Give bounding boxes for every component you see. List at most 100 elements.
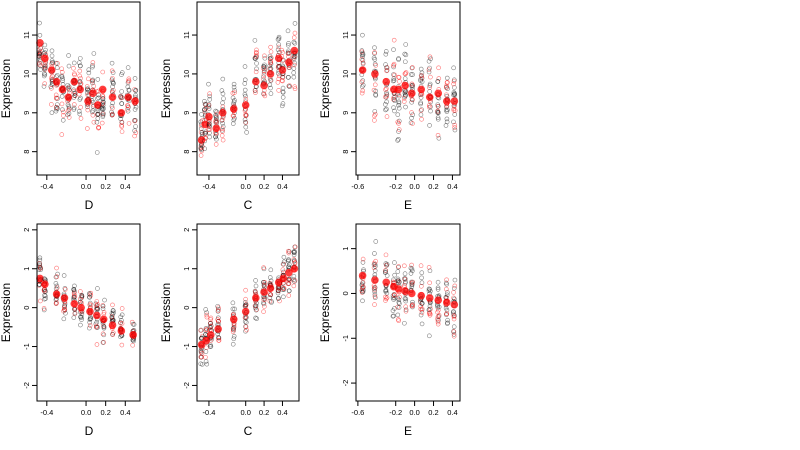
- observed-point: [243, 119, 248, 125]
- observed-point: [55, 106, 60, 111]
- observed-point: [280, 89, 286, 95]
- fitted-point: [409, 280, 415, 286]
- fitted-mean-point: [70, 77, 79, 86]
- scatter-panel-2: -0.4 0.0 0.2 0.4 8 9 10 11 C Expression: [159, 1, 300, 212]
- fitted-point: [401, 99, 407, 104]
- observed-point: [90, 99, 96, 105]
- observed-point: [292, 279, 297, 284]
- observed-point: [230, 300, 236, 306]
- fitted-point: [452, 125, 457, 130]
- observed-point: [202, 99, 207, 104]
- observed-point: [90, 64, 95, 70]
- observed-point: [90, 63, 95, 68]
- observed-point: [384, 273, 390, 278]
- observed-point: [230, 95, 236, 101]
- fitted-mean-point: [98, 85, 107, 94]
- observed-point: [384, 261, 390, 267]
- observed-point: [230, 121, 236, 126]
- observed-point: [410, 84, 415, 90]
- observed-point: [100, 114, 106, 119]
- fitted-point: [396, 318, 402, 324]
- fitted-mean-point: [394, 85, 403, 94]
- fitted-mean-point: [407, 89, 416, 98]
- observed-point: [262, 55, 268, 61]
- observed-point: [242, 64, 248, 69]
- y-tick-label: 10: [22, 70, 31, 78]
- observed-point: [220, 91, 226, 97]
- fitted-point: [402, 71, 408, 77]
- x-tick-label: -0.2: [389, 182, 402, 191]
- y-tick-label: -1: [22, 343, 31, 350]
- fitted-point: [292, 278, 298, 283]
- fitted-point: [435, 319, 441, 325]
- fitted-mean-point: [266, 70, 275, 78]
- observed-point: [409, 268, 415, 274]
- fitted-point: [286, 250, 292, 256]
- data-points: [36, 20, 139, 155]
- fitted-point: [38, 298, 43, 304]
- observed-point: [214, 132, 219, 137]
- observed-point: [452, 85, 457, 90]
- fitted-mean-point: [70, 299, 79, 308]
- observed-point: [286, 75, 291, 80]
- observed-point: [220, 100, 225, 106]
- x-tick-label: 0.2: [259, 182, 269, 191]
- fitted-mean-point: [60, 294, 69, 302]
- fitted-point: [397, 79, 402, 84]
- observed-point: [206, 104, 211, 110]
- fitted-point: [220, 137, 226, 143]
- fitted-point: [132, 118, 138, 124]
- fitted-point: [383, 262, 389, 268]
- fitted-point: [118, 95, 124, 101]
- observed-point: [428, 56, 433, 62]
- observed-point: [100, 340, 106, 345]
- fitted-point: [359, 90, 365, 96]
- plot-frame: [36, 223, 141, 402]
- observed-point: [43, 293, 48, 299]
- observed-point: [53, 281, 59, 286]
- fitted-mean-point: [450, 300, 459, 309]
- observed-point: [132, 76, 138, 81]
- observed-point: [54, 106, 59, 112]
- y-tick-label: 9: [22, 111, 31, 115]
- observed-point: [101, 111, 106, 116]
- observed-point: [207, 321, 213, 326]
- observed-point: [261, 91, 266, 96]
- observed-point: [214, 114, 219, 119]
- fitted-point: [292, 244, 298, 250]
- fitted-point: [87, 302, 93, 308]
- observed-point: [37, 20, 42, 26]
- observed-point: [94, 119, 100, 125]
- observed-point: [281, 294, 286, 300]
- fitted-point: [403, 304, 408, 310]
- observed-point: [391, 105, 396, 110]
- observed-point: [71, 60, 77, 66]
- observed-point: [253, 283, 259, 289]
- observed-point: [100, 99, 106, 104]
- fitted-mean-point: [252, 77, 260, 86]
- observed-point: [213, 134, 218, 139]
- fitted-point: [78, 296, 83, 302]
- fitted-point: [451, 329, 457, 335]
- observed-point: [392, 272, 397, 278]
- observed-point: [109, 311, 115, 316]
- fitted-point: [84, 84, 90, 89]
- observed-point: [395, 138, 400, 143]
- observed-point: [276, 288, 281, 293]
- observed-point: [285, 28, 291, 34]
- observed-point: [60, 107, 65, 112]
- y-tick-label: 8: [341, 150, 350, 154]
- fitted-point: [132, 133, 137, 139]
- fitted-point: [443, 286, 449, 292]
- fitted-point: [292, 84, 297, 90]
- fitted-point: [291, 35, 297, 40]
- observed-point: [291, 74, 297, 80]
- observed-point: [427, 89, 432, 94]
- fitted-mean-point: [290, 264, 299, 273]
- observed-point: [41, 71, 47, 76]
- observed-point: [110, 308, 116, 313]
- fitted-mean-point: [36, 39, 44, 47]
- observed-point: [275, 47, 281, 53]
- observed-point: [281, 254, 287, 260]
- observed-point: [202, 146, 207, 151]
